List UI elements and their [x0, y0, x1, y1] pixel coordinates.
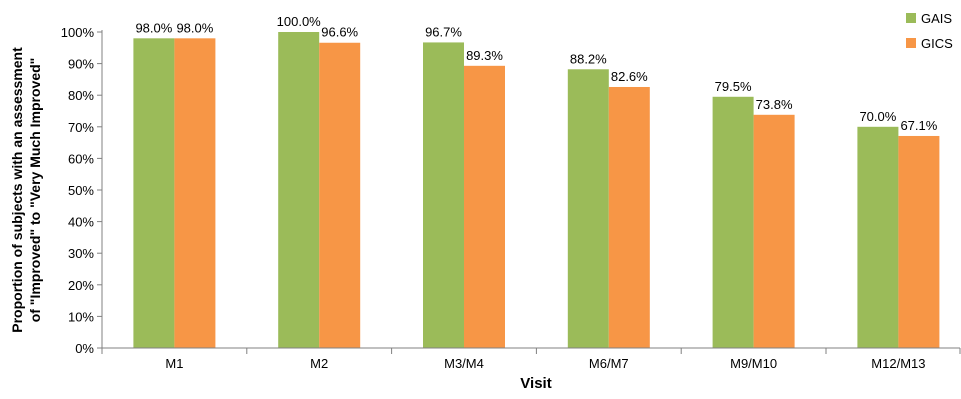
x-tick-label: M3/M4 — [444, 356, 484, 371]
y-axis-title-line: of "Improved" to "Very Much Improved" — [27, 58, 43, 323]
bar-gais-m12-m13 — [857, 126, 899, 348]
bar-gics-m3-m4 — [464, 65, 505, 348]
y-tick-label: 30% — [68, 246, 94, 261]
bar-data-label: 67.1% — [900, 118, 937, 133]
bar-gais-m1 — [133, 38, 175, 348]
x-tick-label: M1 — [165, 356, 183, 371]
bar-gics-m2 — [319, 42, 361, 349]
bars-group — [133, 32, 940, 349]
y-axis-title: Proportion of subjects with an assessmen… — [9, 47, 43, 333]
bar-data-label: 96.6% — [321, 25, 358, 40]
bar-data-label: 89.3% — [466, 48, 503, 63]
y-tick-label: 100% — [61, 25, 95, 40]
bar-gais-m3-m4 — [423, 42, 464, 348]
bar-data-label: 70.0% — [859, 109, 896, 124]
legend-label-gics: GICS — [921, 36, 953, 51]
bar-data-label: 98.0% — [135, 20, 172, 35]
bar-data-label: 82.6% — [611, 69, 648, 84]
x-axis-title: Visit — [520, 375, 551, 392]
bar-gais-m6-m7 — [567, 69, 609, 349]
bar-gais-m2 — [278, 32, 320, 348]
bar-gics-m1 — [174, 38, 216, 348]
legend: GAIS GICS — [906, 11, 953, 51]
data-labels: 98.0% 98.0% 100.0%96.6% 96.7% 89.3% 88.2% 82.6… — [135, 14, 937, 133]
y-tick-label: 70% — [68, 120, 94, 135]
y-axis-ticks: 0% 10% 20% 30% 40% 50% 60% 70% 80% 90% 100% — [61, 25, 102, 356]
axes — [101, 30, 961, 354]
bar-data-label: 96.7% — [425, 24, 462, 39]
y-tick-label: 50% — [68, 183, 94, 198]
bar-data-label: 100.0% — [277, 14, 322, 29]
x-tick-label: M2 — [310, 356, 328, 371]
y-tick-label: 20% — [68, 278, 94, 293]
x-axis-ticks: M1 M2 M3/M4 M6/M7 M9/M10 M12/M13 — [165, 356, 925, 371]
y-tick-label: 40% — [68, 215, 94, 230]
x-tick-label: M12/M13 — [871, 356, 925, 371]
legend-swatch-gais — [906, 13, 916, 23]
bar-gics-m9-m10 — [753, 114, 795, 349]
bar-data-label: 88.2% — [570, 51, 607, 66]
bar-data-label: 73.8% — [756, 97, 793, 112]
bar-gics-m6-m7 — [608, 86, 650, 348]
y-tick-label: 10% — [68, 309, 94, 324]
bar-data-label: 98.0% — [176, 20, 213, 35]
legend-swatch-gics — [906, 38, 916, 48]
legend-label-gais: GAIS — [921, 11, 952, 26]
x-tick-label: M9/M10 — [730, 356, 777, 371]
bar-gics-m12-m13 — [898, 135, 940, 348]
y-tick-label: 0% — [75, 341, 94, 356]
bar-gais-m9-m10 — [712, 96, 754, 348]
bar-data-label: 79.5% — [715, 79, 752, 94]
y-tick-label: 90% — [68, 57, 94, 72]
y-axis-title-line: Proportion of subjects with an assessmen… — [9, 47, 25, 333]
x-tick-label: M6/M7 — [589, 356, 629, 371]
y-tick-label: 60% — [68, 151, 94, 166]
y-tick-label: 80% — [68, 88, 94, 103]
